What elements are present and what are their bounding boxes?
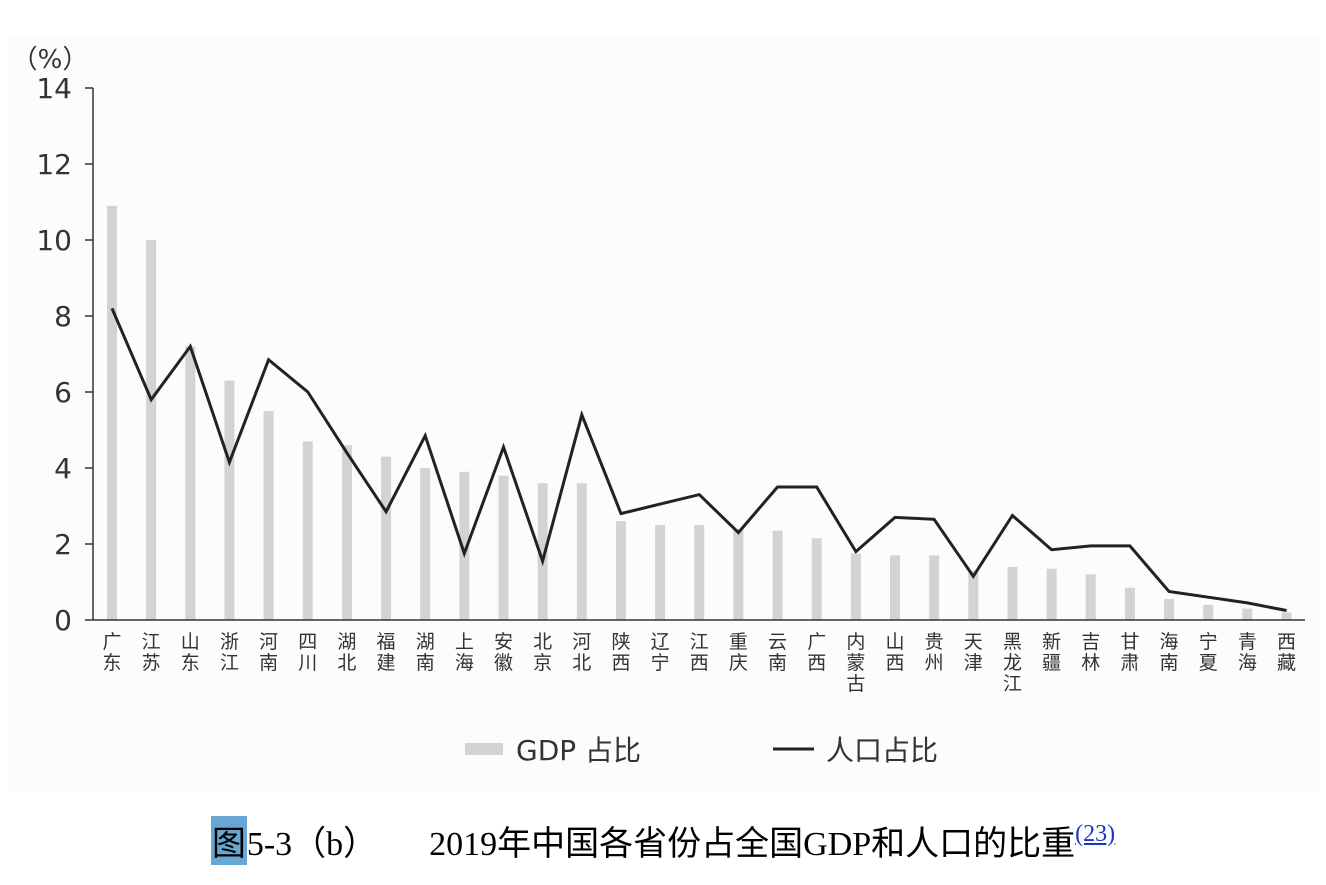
gdp-bar <box>381 456 392 620</box>
gdp-bar <box>811 538 822 620</box>
gdp-bar <box>850 553 861 620</box>
x-tick-label: 云南 <box>768 631 787 674</box>
x-tick-label: 山东 <box>181 631 200 674</box>
y-tick-label: 0 <box>54 604 72 637</box>
legend: GDP 占比 人口占比 <box>465 734 938 767</box>
gdp-bar <box>733 528 744 620</box>
gdp-bar <box>420 468 431 620</box>
gdp-bar <box>341 445 352 620</box>
x-tick-label: 天津 <box>964 631 983 674</box>
legend-label-population: 人口占比 <box>826 734 938 767</box>
gdp-bar <box>146 240 157 620</box>
x-tick-label: 河南 <box>259 631 278 674</box>
figure-caption: 图 5-3（b） 2019年中国各省份占全国GDP和人口的比重 (23) <box>0 812 1326 868</box>
x-tick-label: 江苏 <box>142 631 161 674</box>
y-axis-ticks: 0 2 4 6 8 10 12 14 <box>36 72 93 637</box>
gdp-bar <box>1007 566 1018 620</box>
x-tick-label: 辽宁 <box>651 631 670 674</box>
y-unit-label: （%） <box>12 45 89 75</box>
gdp-bar <box>1203 604 1214 620</box>
gdp-bar <box>615 521 626 620</box>
gdp-bars <box>107 205 1292 621</box>
gdp-bar <box>1164 599 1175 620</box>
gdp-bar <box>1046 568 1057 620</box>
caption-reference-link[interactable]: (23) <box>1075 820 1116 847</box>
gdp-bar <box>302 441 313 620</box>
axes <box>92 88 1305 621</box>
gdp-bar <box>185 346 196 620</box>
gdp-bar <box>890 555 900 620</box>
gdp-bar <box>498 475 509 620</box>
gdp-bar <box>576 483 587 620</box>
x-tick-label: 吉林 <box>1081 631 1100 674</box>
chart-panel: （%） 0 2 4 6 8 10 12 14 广东 江苏 山东 浙江 河南 四川 湖北 福建 湖南 上海 安徽 北京… <box>8 36 1320 792</box>
x-tick-label: 湖北 <box>337 631 356 674</box>
population-line-layer <box>110 307 1287 612</box>
gdp-bar <box>929 555 940 620</box>
x-tick-label: 河北 <box>572 631 591 674</box>
x-tick-label: 重庆 <box>729 631 748 674</box>
x-tick-label: 安徽 <box>494 631 513 674</box>
x-tick-label: 上海 <box>455 631 474 674</box>
gdp-bar <box>1242 608 1253 620</box>
y-tick-label: 12 <box>36 148 72 181</box>
gdp-bar <box>107 205 117 621</box>
gdp-bar <box>968 570 979 620</box>
gdp-bar <box>694 525 705 620</box>
x-tick-label: 内蒙古 <box>846 631 865 695</box>
gdp-bar <box>459 471 470 620</box>
x-tick-labels: 广东江苏山东浙江河南四川湖北福建湖南上海安徽北京河北陕西辽宁江西重庆云南广西内蒙… <box>102 631 1296 695</box>
legend-label-gdp: GDP 占比 <box>516 734 641 767</box>
gdp-bar <box>1281 612 1292 620</box>
x-tick-label: 浙江 <box>220 631 239 674</box>
y-tick-label: 4 <box>54 452 72 485</box>
y-tick-label: 8 <box>54 300 72 333</box>
gdp-bar <box>1124 587 1135 620</box>
y-tick-label: 6 <box>54 376 72 409</box>
gdp-bar <box>537 483 548 620</box>
chart-svg: （%） 0 2 4 6 8 10 12 14 广东江苏山东浙江河南四川湖北福建湖南上海安徽北京… <box>12 45 1305 767</box>
x-tick-label: 青海 <box>1238 631 1257 674</box>
caption-fig-char: 图 <box>210 815 247 865</box>
x-tick-label: 北京 <box>533 631 552 674</box>
gdp-bar <box>772 530 783 620</box>
x-tick-label: 福建 <box>377 631 396 674</box>
x-tick-label: 宁夏 <box>1199 631 1218 674</box>
x-tick-label: 黑龙江 <box>1003 631 1022 695</box>
x-tick-label: 湖南 <box>416 631 435 674</box>
y-tick-label: 10 <box>36 224 72 257</box>
gdp-bar <box>1085 574 1096 620</box>
legend-swatch-gdp <box>465 743 503 755</box>
y-tick-label: 14 <box>36 72 72 105</box>
gdp-bar <box>263 411 274 620</box>
x-tick-label: 海南 <box>1160 631 1179 674</box>
x-tick-label: 甘肃 <box>1120 631 1139 674</box>
gdp-bar <box>224 380 235 620</box>
x-tick-label: 广东 <box>102 631 121 674</box>
x-tick-label: 四川 <box>298 631 317 674</box>
x-tick-label: 贵州 <box>925 631 944 674</box>
x-tick-label: 广西 <box>807 631 826 674</box>
x-tick-label: 新疆 <box>1042 631 1061 674</box>
x-tick-label: 西藏 <box>1277 631 1296 674</box>
x-tick-label: 山西 <box>885 631 904 674</box>
y-tick-label: 2 <box>54 528 72 561</box>
gdp-bar <box>655 525 666 620</box>
caption-title: 2019年中国各省份占全国GDP和人口的比重 <box>429 825 1076 863</box>
x-tick-label: 陕西 <box>611 631 630 674</box>
population-line <box>110 307 1287 612</box>
caption-number: 5-3（b） <box>246 825 378 863</box>
x-tick-label: 江西 <box>690 631 709 674</box>
